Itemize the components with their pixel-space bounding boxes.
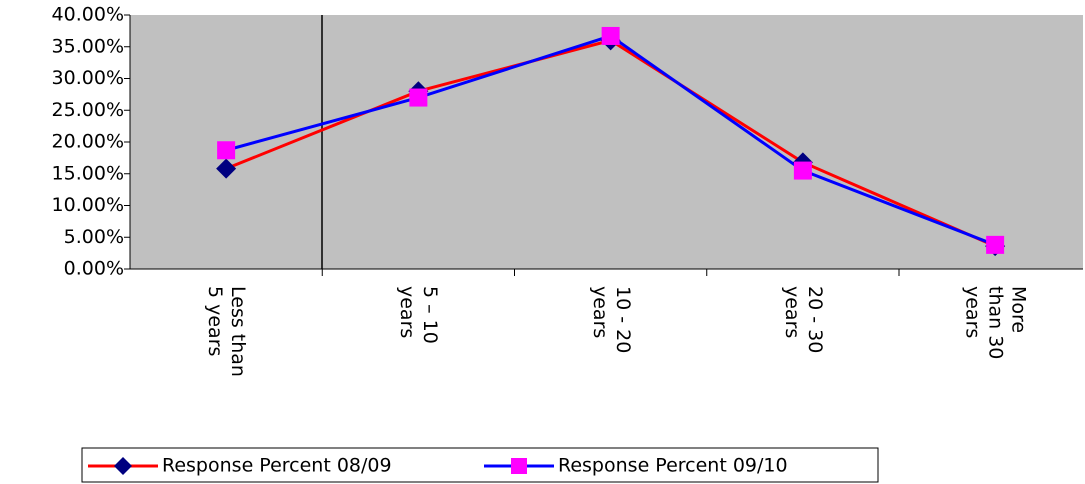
x-tick-label: 10 - 20 years — [588, 286, 634, 354]
marker — [216, 158, 237, 179]
legend-label: Response Percent 08/09 — [162, 455, 392, 477]
legend-marker — [114, 457, 132, 475]
marker — [793, 161, 812, 180]
marker — [601, 26, 620, 45]
x-tick-label: 20 - 30 years — [780, 286, 826, 354]
y-tick-label: 25.00% — [52, 99, 124, 121]
y-tick-label: 35.00% — [52, 35, 124, 57]
y-tick-label: 20.00% — [52, 131, 124, 153]
marker — [409, 88, 428, 107]
marker — [217, 141, 236, 160]
x-tick-label: Less than 5 years — [204, 286, 250, 377]
marker — [986, 235, 1005, 254]
x-tick-label: More than 30 years — [961, 286, 1030, 360]
y-tick-label: 40.00% — [52, 4, 124, 26]
x-tick-label: 5 – 10 years — [396, 286, 442, 344]
y-tick-label: 5.00% — [64, 226, 124, 248]
legend-marker — [511, 458, 527, 474]
legend-box — [81, 447, 879, 483]
y-tick-label: 15.00% — [52, 162, 124, 184]
y-tick-label: 30.00% — [52, 67, 124, 89]
plot-area — [130, 15, 1083, 269]
y-tick-label: 0.00% — [64, 258, 124, 280]
y-tick-label: 10.00% — [52, 194, 124, 216]
legend-label: Response Percent 09/10 — [558, 455, 788, 477]
